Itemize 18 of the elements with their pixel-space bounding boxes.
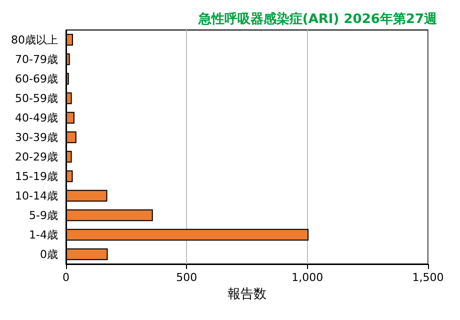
y-tick-label: 5-9歳 — [29, 208, 58, 222]
x-tick-label: 1,000 — [292, 271, 324, 284]
y-tick-label: 70-79歳 — [15, 52, 58, 66]
y-tick-label: 15-19歳 — [15, 170, 58, 183]
y-tick-label: 40-49歳 — [15, 111, 58, 124]
x-tick-label: 500 — [176, 271, 198, 284]
chart-title: 急性呼吸器感染症(ARI) 2026年第27週 — [197, 11, 438, 27]
y-tick-label: 50-59歳 — [15, 92, 58, 105]
x-tick-label: 1,500 — [412, 271, 444, 284]
y-tick-label: 1-4歳 — [29, 228, 58, 242]
y-tick-label: 60-69歳 — [15, 72, 58, 86]
x-tick-label: 0 — [62, 271, 70, 284]
y-tick-label: 0歳 — [40, 248, 58, 261]
x-axis-title: 報告数 — [228, 286, 266, 302]
y-tick-label: 80歳以上 — [10, 33, 58, 46]
y-tick-label: 20-29歳 — [15, 150, 58, 164]
y-tick-label: 30-39歳 — [15, 130, 58, 144]
y-tick-label: 10-14歳 — [15, 189, 58, 202]
